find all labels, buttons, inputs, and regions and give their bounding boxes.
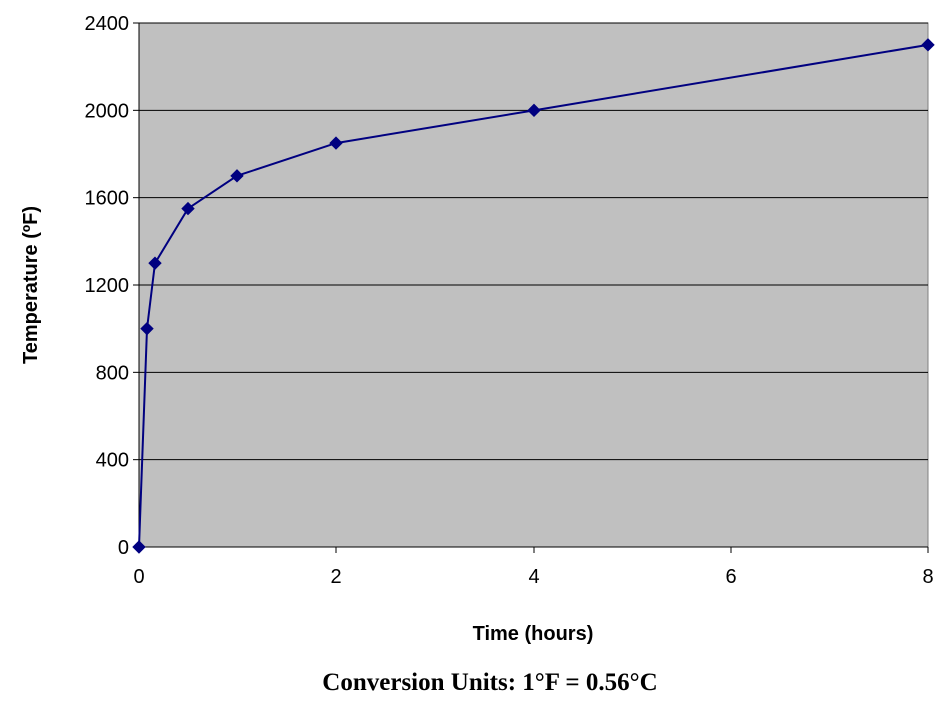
y-axis-title: Temperature (ºF) [20,206,42,364]
data-point-marker [230,169,244,183]
x-tick-label: 6 [725,566,736,588]
x-axis-title: Time (hours) [473,623,594,645]
x-tick-label: 4 [528,566,539,588]
data-point-marker [132,540,146,554]
x-tick-label: 0 [133,566,144,588]
y-tick-label: 0 [118,537,129,559]
x-tick-label: 2 [330,566,341,588]
data-point-marker [527,103,541,118]
data-point-marker [148,256,162,270]
conversion-footnote: Conversion Units: 1°F = 0.56°C [322,669,657,696]
data-point-marker [921,38,935,52]
data-point-marker [140,321,154,336]
y-tick-label: 400 [96,450,129,472]
series-line [138,43,929,548]
data-point-marker [329,136,343,150]
data-point-marker [181,201,195,216]
y-tick-label: 800 [96,362,129,384]
y-axis-ticks: 0 400 800 1200 1600 2000 2400 [85,13,139,559]
x-axis-ticks: 0 2 4 6 8 [133,547,934,588]
y-tick-label: 2400 [85,13,130,35]
y-tick-label: 2000 [85,100,130,122]
series-layer [132,38,935,554]
y-tick-label: 1600 [85,188,130,210]
y-tick-label: 1200 [85,275,130,297]
x-tick-label: 8 [922,566,933,588]
